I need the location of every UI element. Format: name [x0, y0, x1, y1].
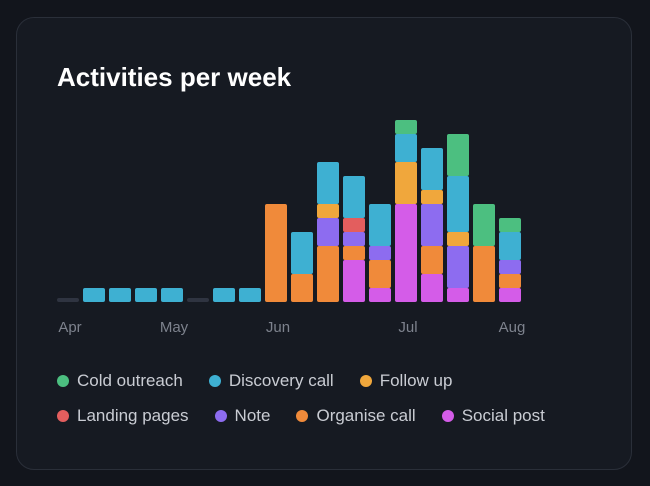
legend-item: Landing pages: [57, 405, 189, 427]
legend-label: Landing pages: [77, 406, 189, 425]
bar-segment: [395, 204, 417, 302]
bar-segment: [499, 232, 521, 260]
bar-segment: [369, 246, 391, 260]
empty-bar: [187, 298, 209, 302]
bar-segment: [343, 260, 365, 302]
bar-segment: [291, 232, 313, 274]
bar-segment: [499, 274, 521, 288]
bar-segment: [343, 246, 365, 260]
bar-segment: [369, 204, 391, 246]
bar-segment: [369, 260, 391, 288]
bar-segment: [161, 288, 183, 302]
bar-segment: [447, 134, 469, 176]
bar-segment: [447, 176, 469, 232]
legend-swatch: [441, 410, 454, 422]
legend-swatch: [359, 375, 372, 387]
legend-label: Social post: [461, 406, 545, 425]
bar-segment: [447, 288, 469, 302]
bar-segment: [499, 288, 521, 302]
x-tick-label: Aug: [499, 319, 526, 336]
chart-title: Activities per week: [57, 62, 292, 92]
bar-segment: [135, 288, 157, 302]
legend-label: Follow up: [379, 371, 453, 390]
bar-segment: [343, 176, 365, 218]
bar-segment: [369, 288, 391, 302]
legend: Cold outreach Discovery call Follow up Land…: [57, 370, 597, 427]
bar-segment: [265, 204, 287, 302]
bar-segment: [83, 288, 105, 302]
bar-segment: [395, 120, 417, 134]
legend-label: Organise call: [316, 406, 416, 425]
bar-segment: [213, 288, 235, 302]
legend-swatch: [57, 375, 69, 387]
bar-segment: [109, 288, 131, 302]
legend-item: Note: [214, 405, 271, 427]
bar-segment: [343, 232, 365, 246]
bar-segment: [291, 274, 313, 302]
x-tick-label: May: [160, 319, 189, 336]
bar-segment: [317, 218, 339, 246]
x-tick-label: Jun: [266, 319, 290, 336]
legend-item: Organise call: [296, 405, 416, 427]
legend-swatch: [214, 410, 227, 422]
legend-item: Discovery call: [208, 370, 334, 392]
legend-item: Follow up: [359, 370, 453, 392]
empty-bar: [57, 298, 79, 302]
x-tick-label: Apr: [58, 319, 81, 336]
bar-segment: [317, 204, 339, 218]
legend-item: Social post: [441, 405, 545, 427]
bar-segment: [421, 190, 443, 204]
bar-segment: [317, 246, 339, 302]
bar-segment: [317, 162, 339, 204]
bar-segment: [447, 246, 469, 288]
legend-swatch: [208, 375, 221, 387]
bar-segment: [421, 274, 443, 302]
legend-swatch: [57, 410, 69, 422]
legend-item: Cold outreach: [57, 370, 183, 392]
bar-segment: [395, 134, 417, 162]
bar-segment: [473, 204, 495, 246]
legend-swatch: [296, 410, 309, 422]
bar-segment: [473, 246, 495, 302]
legend-label: Note: [234, 406, 271, 425]
x-tick-label: Jul: [398, 319, 417, 336]
bar-segment: [239, 288, 261, 302]
legend-label: Discovery call: [228, 371, 334, 390]
bar-segment: [395, 162, 417, 204]
bar-segment: [499, 260, 521, 274]
bar-segment: [447, 232, 469, 246]
bar-segment: [499, 218, 521, 232]
bar-segment: [343, 218, 365, 232]
legend-label: Cold outreach: [77, 371, 183, 390]
bar-segment: [421, 148, 443, 190]
bar-segment: [421, 204, 443, 246]
bar-segment: [421, 246, 443, 274]
